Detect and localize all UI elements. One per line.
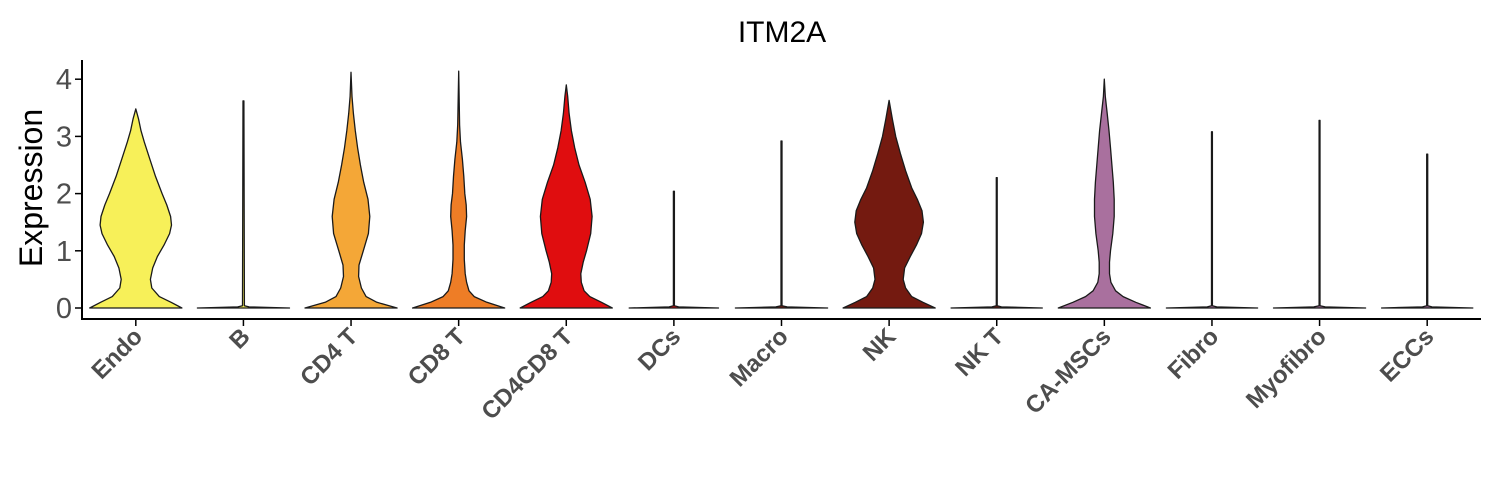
y-tick-label: 0 <box>56 293 72 325</box>
y-axis-label: Expression <box>13 109 49 267</box>
x-tick-label: Fibro <box>1163 323 1225 385</box>
violin-fibro <box>1165 131 1259 309</box>
violin-cd8-t <box>411 70 506 309</box>
violin-cd4cd8-t <box>519 84 613 309</box>
violin-nk <box>842 99 936 309</box>
violin-b <box>196 100 291 309</box>
violin-dcs <box>628 190 720 309</box>
x-tick-label: Myofibro <box>1241 323 1332 414</box>
violin-ca-mscs <box>1057 78 1152 309</box>
x-tick-label: CA-MSCs <box>1020 323 1116 419</box>
x-tick-label: Macro <box>725 323 794 392</box>
y-tick-label: 1 <box>56 236 72 268</box>
x-tick-label: DCs <box>633 323 686 376</box>
violin-nk-t <box>950 176 1043 309</box>
violin-myofibro <box>1272 119 1367 309</box>
x-tick-label: B <box>224 323 255 354</box>
violin-eccs <box>1380 153 1474 309</box>
x-tick-label: Endo <box>87 323 149 385</box>
x-ticks-layer: Endo B CD4 T CD8 T CD4CD8 T DCs Macro NK NK T CA-… <box>87 319 1439 425</box>
violins-layer <box>89 70 1474 309</box>
violin-endo <box>89 108 183 309</box>
y-tick-label: 4 <box>56 64 72 96</box>
violin-cd4-t <box>304 71 398 309</box>
x-tick-label: CD4 T <box>295 323 363 391</box>
chart-title: ITM2A <box>738 16 826 49</box>
x-tick-label: ECCs <box>1375 323 1439 387</box>
y-tick-label: 3 <box>56 121 72 153</box>
y-ticks-layer: 0 1 2 3 4 <box>56 64 82 325</box>
x-tick-label: NK <box>858 323 902 367</box>
violin-macro <box>734 140 829 309</box>
x-tick-label: NK T <box>950 323 1009 382</box>
y-tick-label: 2 <box>56 179 72 211</box>
x-tick-label: CD8 T <box>403 323 471 391</box>
x-tick-label: CD4CD8 T <box>476 323 578 425</box>
